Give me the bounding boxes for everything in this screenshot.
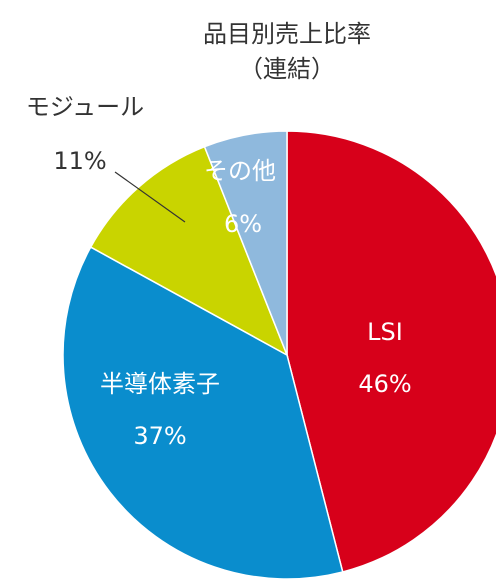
value-label: 11% [53,147,106,175]
slice-label: LSI [367,318,403,346]
slice-label: その他 [204,157,276,185]
chart-title: 品目別売上比率 [203,20,371,48]
slice-label: 半導体素子 [100,370,220,398]
slice-label: モジュール [26,93,144,121]
pie-slice [89,145,289,357]
pie-slice [203,130,288,356]
value-label: 46% [358,370,411,398]
chart-subtitle: （連結） [239,55,335,83]
pie-slice [62,246,344,580]
pie-slice [286,130,496,573]
value-label: 37% [133,422,186,450]
leader-line [114,171,186,223]
value-label: 6% [224,210,262,238]
